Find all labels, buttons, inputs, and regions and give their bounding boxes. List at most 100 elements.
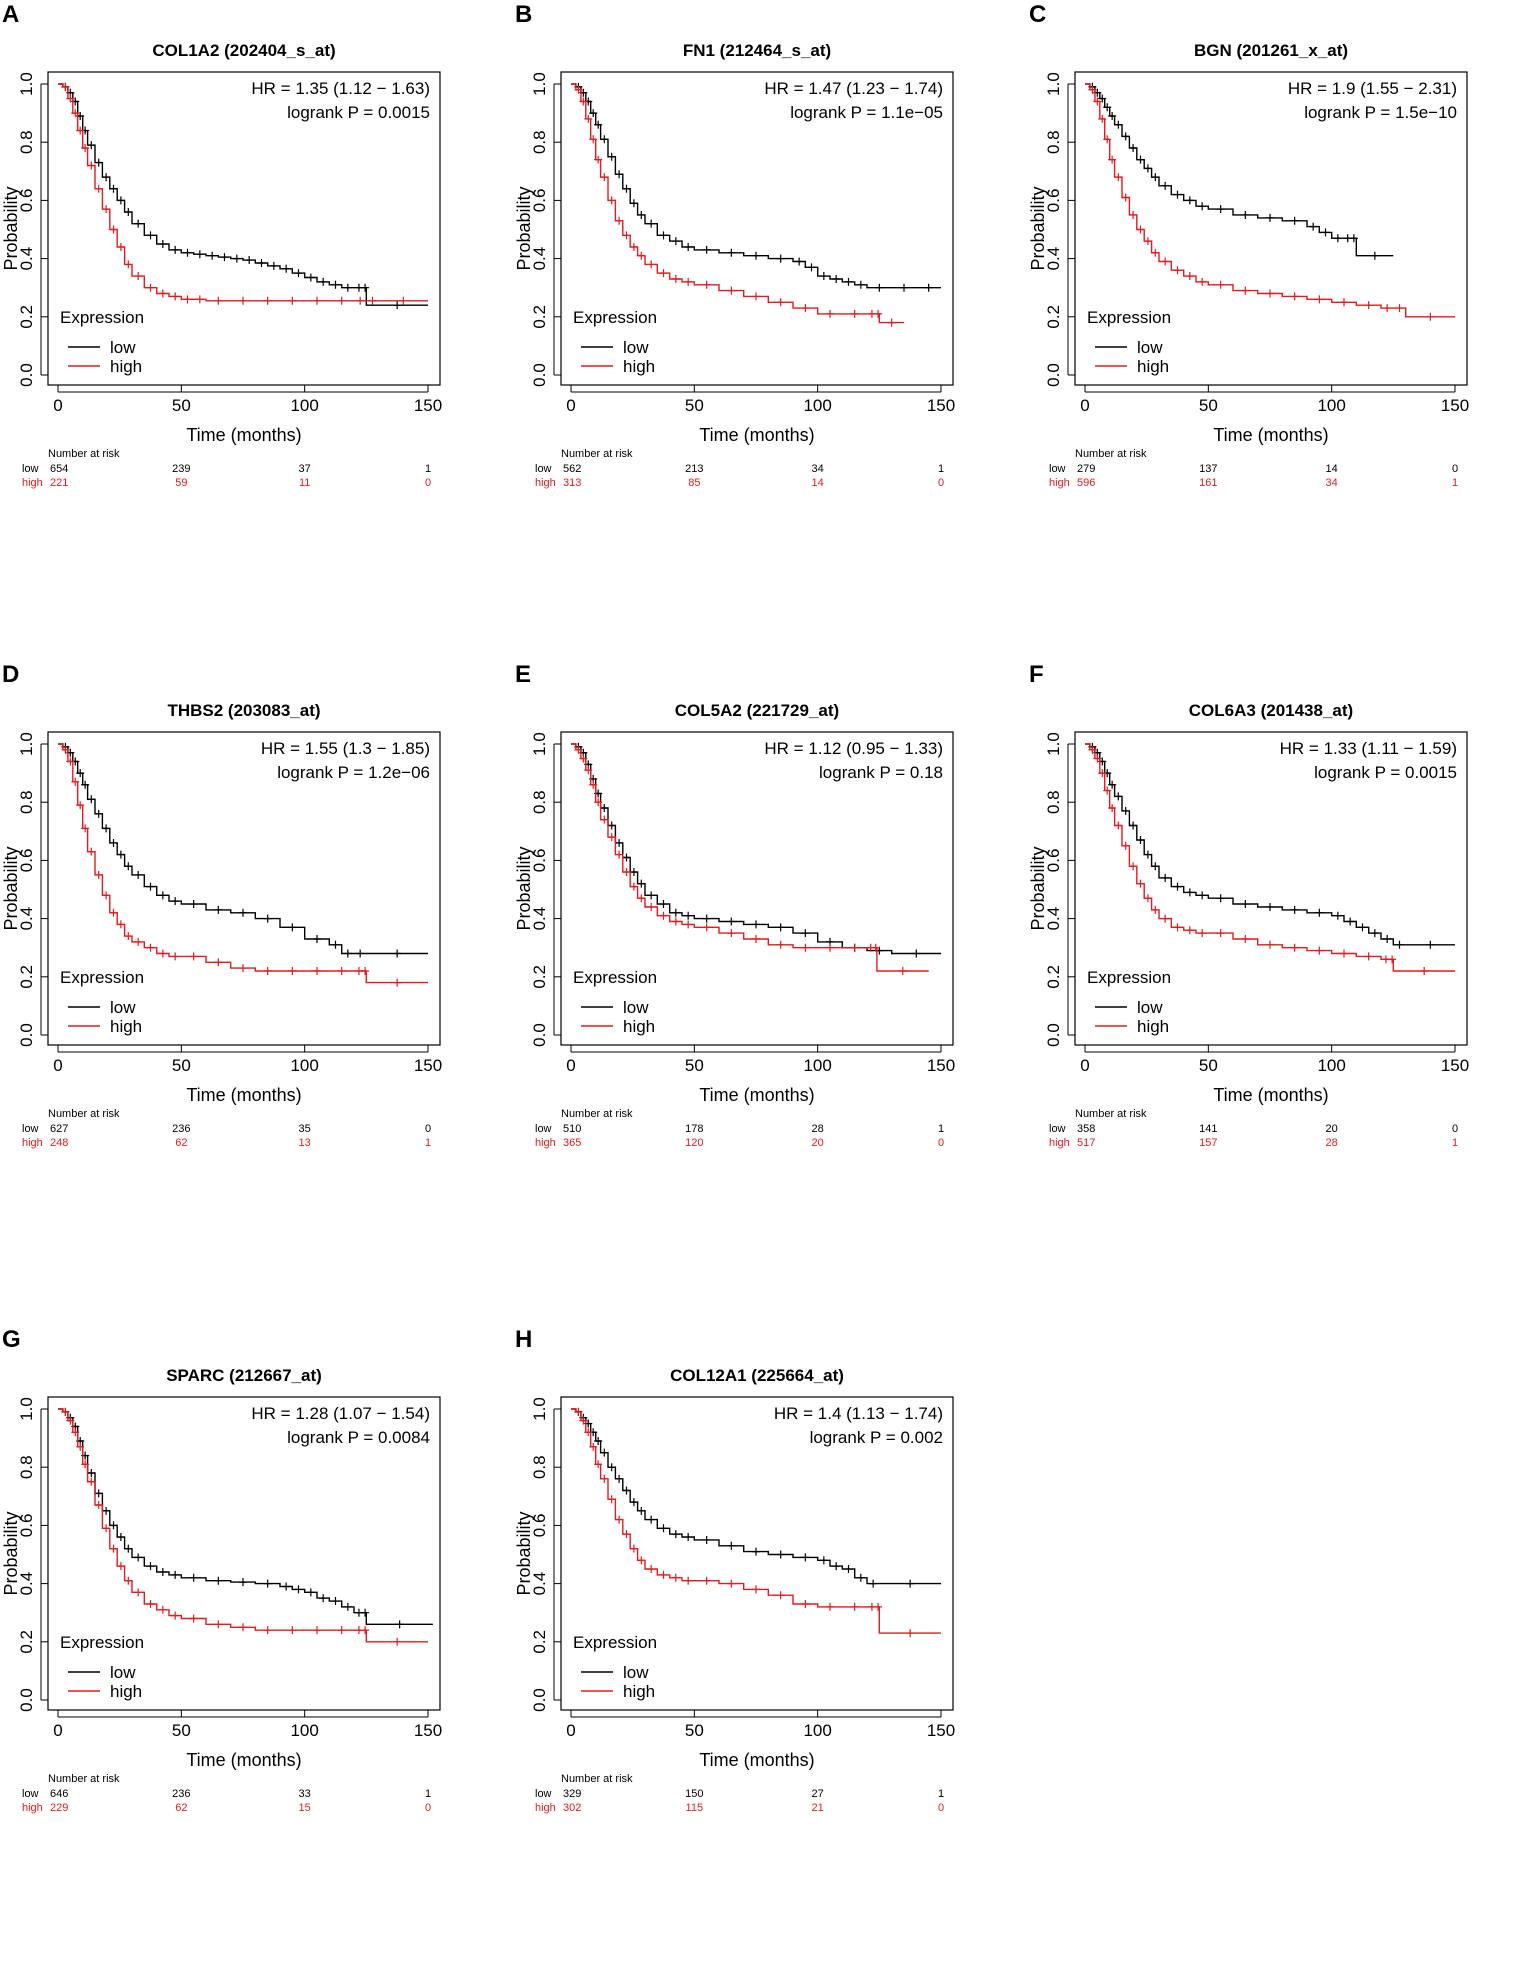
risk-count-high: 20 bbox=[812, 1137, 824, 1149]
censor-mark bbox=[1093, 754, 1102, 763]
censor-mark bbox=[850, 309, 859, 318]
plot-frame bbox=[47, 1396, 441, 1711]
censor-mark bbox=[594, 798, 603, 807]
km-panel-a: A COL1A2 (202404_s_at) 0.0 0.2 0.4 0.6 0.8 1.0 0… bbox=[0, 0, 513, 655]
censor-mark bbox=[752, 1547, 760, 1556]
y-tick-label: 0.6 bbox=[1044, 849, 1063, 873]
censor-mark bbox=[647, 1515, 656, 1524]
y-tick-label: 0.4 bbox=[1044, 907, 1063, 931]
censor-mark bbox=[189, 900, 198, 909]
legend-label-high: high bbox=[1137, 1017, 1169, 1036]
x-tick-label: 50 bbox=[685, 396, 704, 415]
censor-mark bbox=[171, 245, 180, 254]
x-axis-label: Time (months) bbox=[699, 1750, 814, 1770]
y-axis-label: Probability bbox=[1, 186, 21, 270]
censor-mark bbox=[134, 1588, 143, 1597]
y-axis-label: Probability bbox=[1028, 846, 1048, 930]
censor-mark bbox=[924, 283, 933, 292]
risk-row-label-low: low bbox=[535, 1123, 552, 1135]
risk-count-low: 1 bbox=[938, 1788, 944, 1800]
censor-mark bbox=[1136, 155, 1145, 164]
logrank-p-label: logrank P = 0.0084 bbox=[287, 1428, 430, 1447]
censor-mark bbox=[189, 1573, 198, 1582]
censor-mark bbox=[727, 286, 736, 295]
censor-mark bbox=[832, 274, 841, 283]
y-tick-label: 0.8 bbox=[1044, 130, 1063, 154]
censor-mark bbox=[116, 242, 125, 251]
censor-mark bbox=[109, 908, 118, 917]
censor-mark bbox=[288, 296, 297, 305]
risk-count-low: 141 bbox=[1199, 1123, 1217, 1135]
censor-marks-low bbox=[61, 82, 402, 310]
censor-mark bbox=[594, 1437, 603, 1446]
risk-count-low: 137 bbox=[1199, 463, 1217, 475]
legend-label-high: high bbox=[110, 357, 142, 376]
y-tick-label: 1.0 bbox=[17, 72, 36, 96]
risk-count-high: 221 bbox=[50, 477, 68, 489]
censor-mark bbox=[629, 882, 638, 891]
risk-count-high: 0 bbox=[938, 477, 944, 489]
censor-mark bbox=[1346, 917, 1355, 926]
censor-mark bbox=[869, 1579, 878, 1588]
censor-mark bbox=[87, 161, 96, 170]
censor-mark bbox=[906, 1629, 915, 1638]
censor-mark bbox=[102, 824, 111, 833]
censor-mark bbox=[158, 1567, 167, 1576]
x-axis-label: Time (months) bbox=[186, 1750, 301, 1770]
censor-mark bbox=[282, 264, 291, 273]
censor-mark bbox=[629, 199, 638, 208]
censor-mark bbox=[87, 1469, 96, 1478]
logrank-p-label: logrank P = 0.0015 bbox=[287, 103, 430, 122]
censor-mark bbox=[684, 1576, 693, 1585]
hazard-ratio-label: HR = 1.55 (1.3 − 1.85) bbox=[261, 739, 430, 758]
y-tick-label: 0.0 bbox=[17, 363, 36, 387]
y-tick-label: 0.6 bbox=[530, 849, 549, 873]
censor-mark bbox=[826, 943, 834, 952]
censor-mark bbox=[1290, 292, 1299, 301]
risk-count-high: 0 bbox=[938, 1802, 944, 1814]
censor-mark bbox=[171, 1611, 180, 1620]
censor-mark bbox=[702, 914, 711, 923]
censor-mark bbox=[102, 1506, 111, 1515]
censor-mark bbox=[1340, 298, 1348, 307]
y-tick-label: 1.0 bbox=[530, 732, 549, 756]
censor-mark bbox=[146, 882, 155, 891]
y-tick-label: 0.4 bbox=[17, 247, 36, 271]
censor-mark bbox=[1266, 289, 1274, 298]
censor-mark bbox=[637, 894, 646, 903]
x-tick-label: 100 bbox=[803, 1056, 831, 1075]
censor-mark bbox=[629, 1498, 638, 1507]
risk-count-high: 62 bbox=[175, 1137, 187, 1149]
legend-label-low: low bbox=[1137, 998, 1163, 1017]
risk-table-title: Number at risk bbox=[561, 448, 633, 460]
y-tick-label: 0.8 bbox=[530, 1455, 549, 1479]
censor-mark bbox=[220, 253, 229, 262]
censor-mark bbox=[622, 853, 631, 862]
censor-mark bbox=[313, 296, 321, 305]
censor-mark bbox=[1216, 894, 1225, 903]
risk-count-low: 150 bbox=[685, 1788, 703, 1800]
risk-count-high: 596 bbox=[1077, 477, 1095, 489]
censor-mark bbox=[1129, 862, 1138, 871]
censor-mark bbox=[1315, 946, 1324, 955]
risk-table-title: Number at risk bbox=[561, 1108, 633, 1120]
risk-count-high: 11 bbox=[299, 477, 310, 489]
survival-curve-low bbox=[571, 83, 941, 289]
censor-mark bbox=[832, 1562, 841, 1571]
risk-count-high: 0 bbox=[425, 477, 431, 489]
risk-count-high: 157 bbox=[1199, 1137, 1217, 1149]
y-axis-label: Probability bbox=[1, 1511, 21, 1595]
risk-row-label-high: high bbox=[535, 1802, 556, 1814]
censor-mark bbox=[214, 296, 223, 305]
x-tick-label: 150 bbox=[1441, 396, 1469, 415]
risk-row-label-high: high bbox=[1049, 477, 1070, 489]
censor-mark bbox=[600, 173, 609, 182]
x-tick-label: 150 bbox=[927, 1721, 955, 1740]
censor-mark bbox=[393, 949, 402, 958]
censor-mark bbox=[801, 1599, 810, 1608]
censor-mark bbox=[257, 258, 266, 267]
censor-mark bbox=[850, 943, 859, 952]
y-tick-label: 1.0 bbox=[530, 72, 549, 96]
legend-label-low: low bbox=[110, 338, 136, 357]
censor-mark bbox=[134, 1553, 143, 1562]
